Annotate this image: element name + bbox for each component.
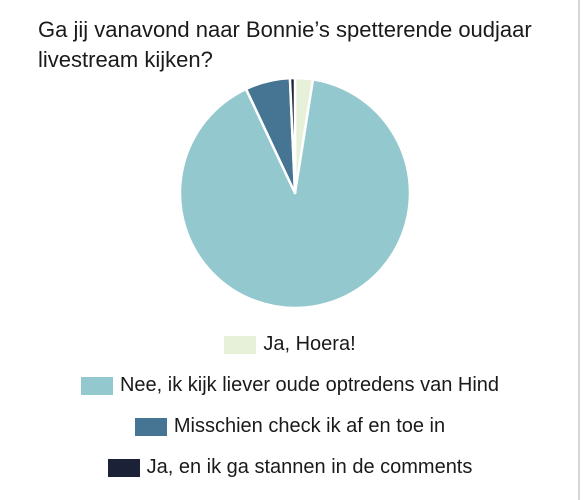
- pie-slice-4: [288, 76, 297, 195]
- pie-chart: [170, 68, 420, 318]
- legend-swatch: [107, 458, 140, 477]
- legend-item-3: Misschien check ik af en toe in: [0, 406, 580, 447]
- legend-item-2: Nee, ik kijk liever oude optredens van H…: [0, 365, 580, 406]
- legend-label: Ja, en ik ga stannen in de comments: [146, 456, 473, 478]
- legend-label: Nee, ik kijk liever oude optredens van H…: [119, 374, 500, 396]
- legend-swatch: [80, 376, 113, 395]
- chart-legend: Ja, Hoera! Nee, ik kijk liever oude optre…: [0, 324, 580, 488]
- legend-label: Ja, Hoera!: [263, 333, 356, 355]
- poll-question: Ga jij vanavond naar Bonnie’s spetterend…: [38, 17, 532, 72]
- legend-label: Misschien check ik af en toe in: [173, 415, 446, 437]
- legend-item-1: Ja, Hoera!: [0, 324, 580, 365]
- legend-swatch: [134, 417, 167, 436]
- legend-item-4: Ja, en ik ga stannen in de comments: [0, 447, 580, 488]
- legend-swatch: [224, 335, 257, 354]
- pie-chart-svg: [178, 76, 412, 310]
